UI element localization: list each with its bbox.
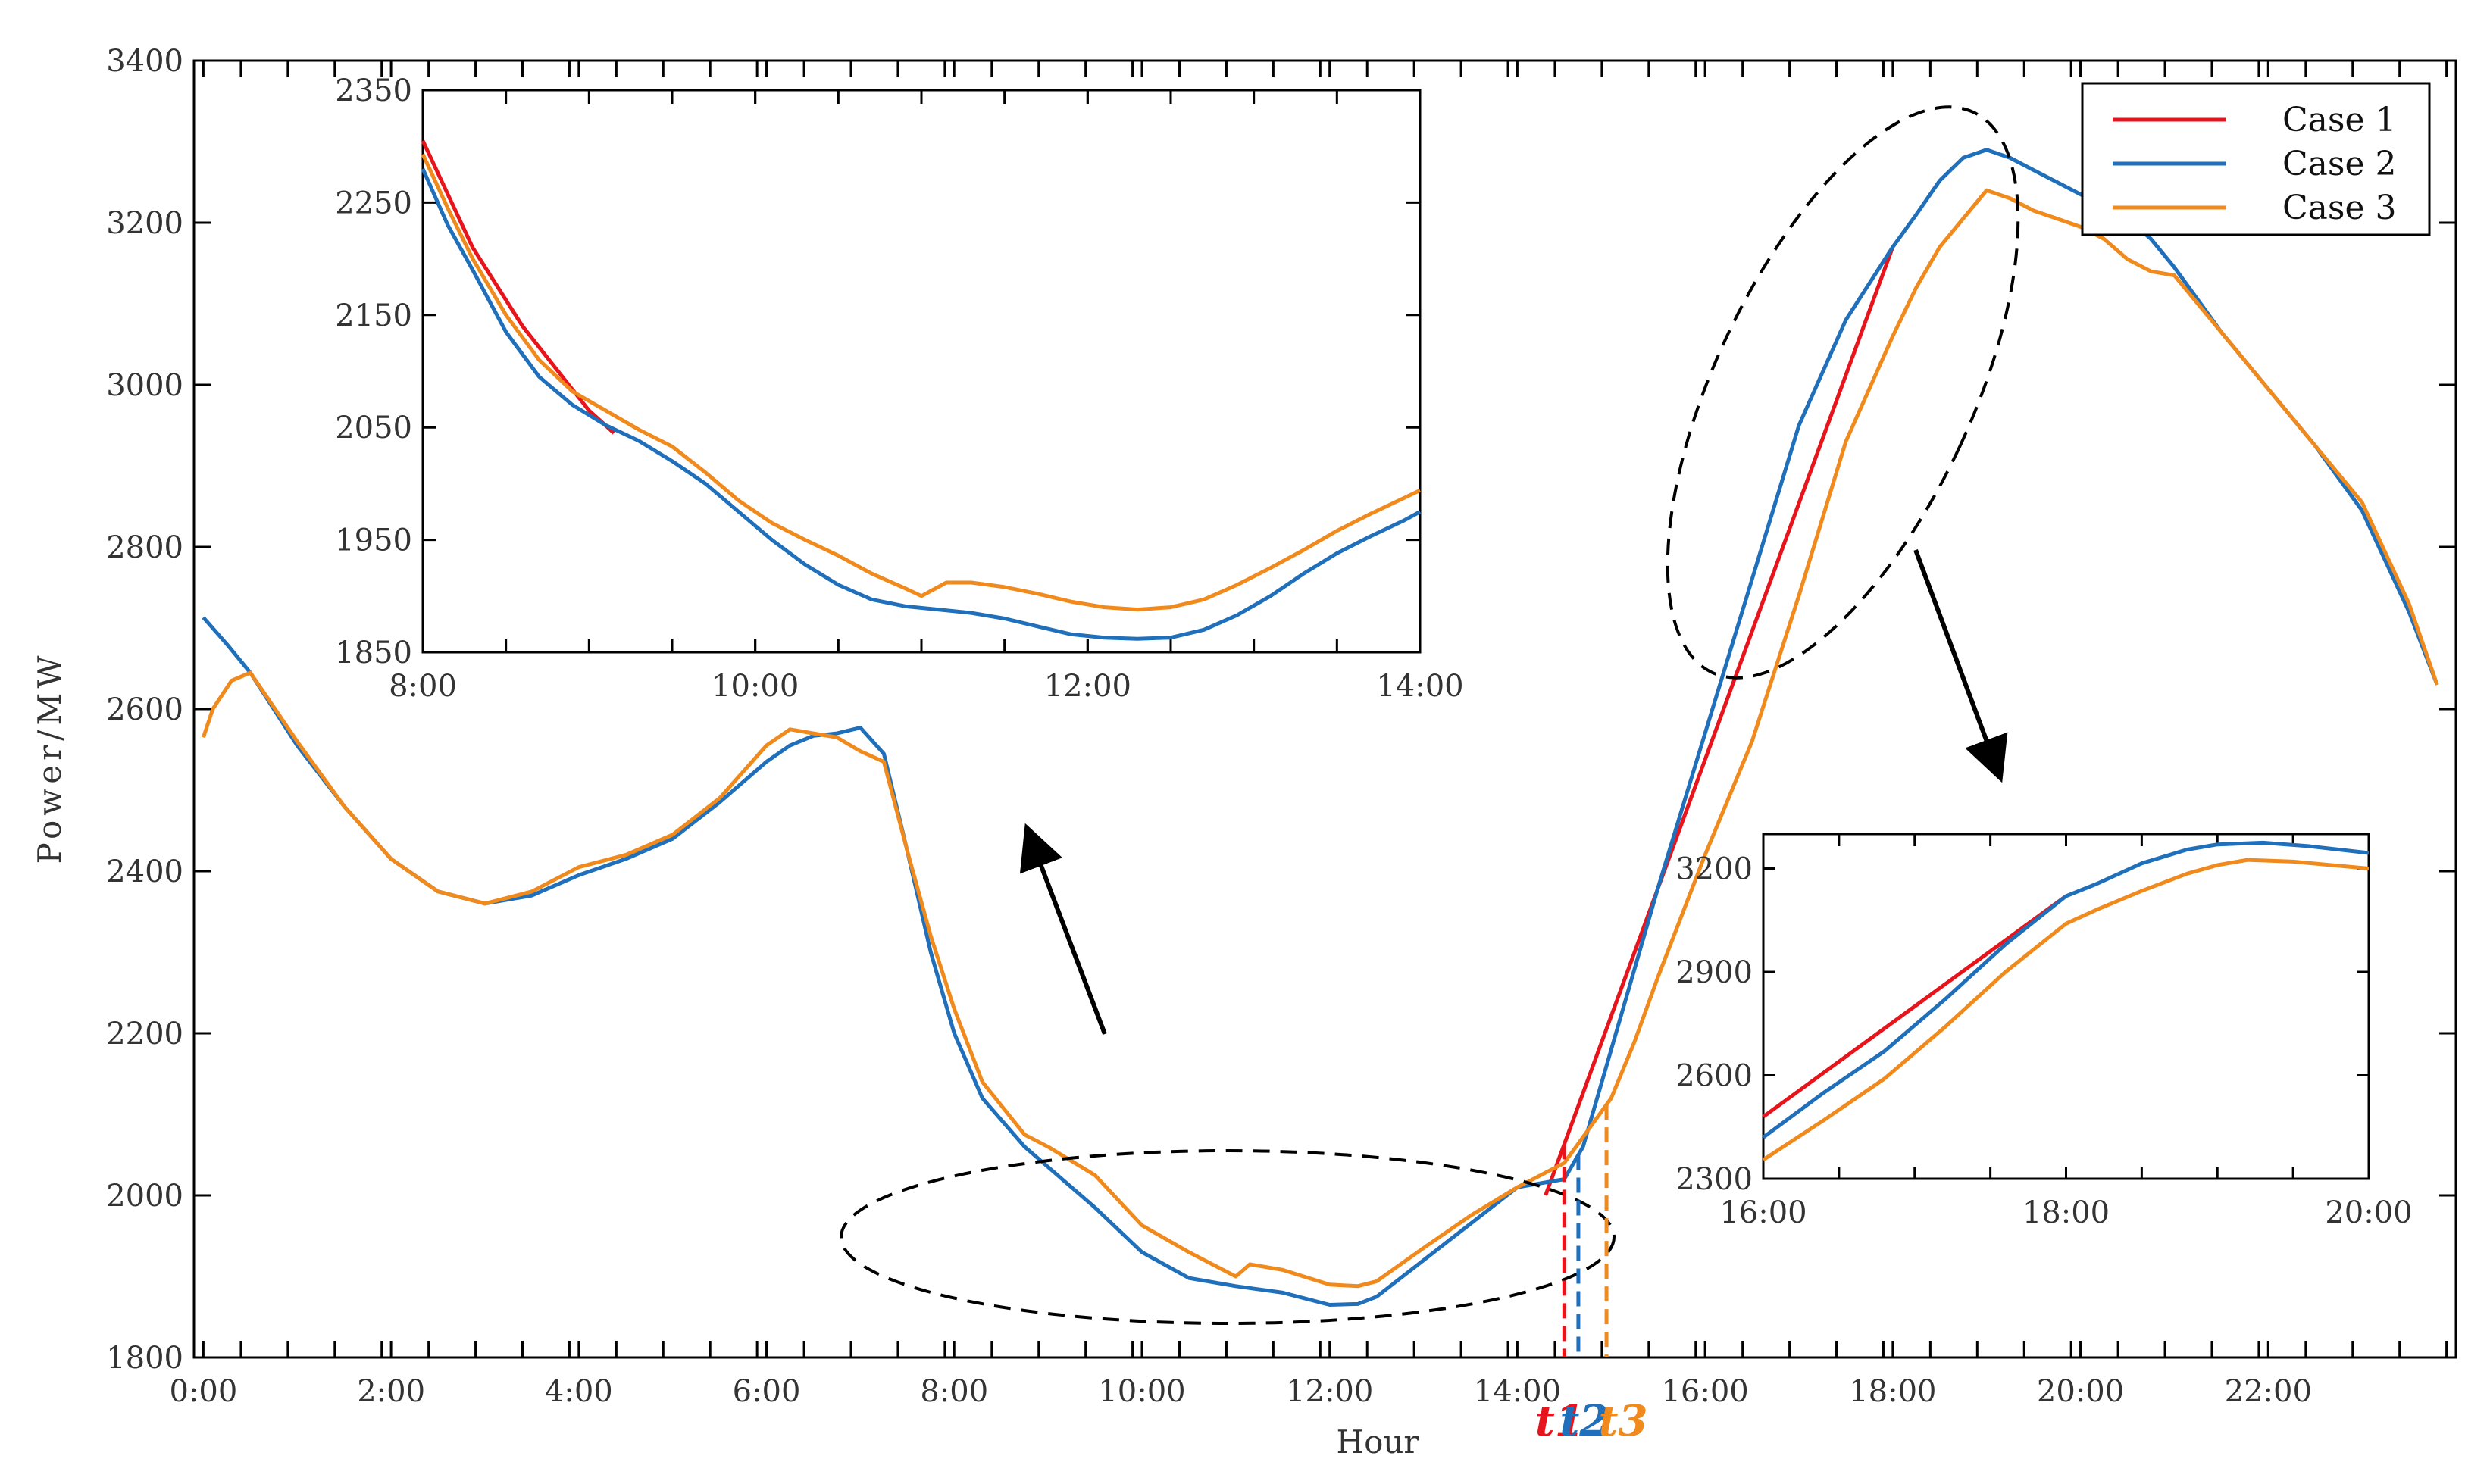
x-tick-label: 20:00 (2325, 1195, 2412, 1230)
x-tick-label: 8:00 (389, 669, 457, 704)
y-tick-label: 2900 (1675, 955, 1753, 990)
x-tick-label: 6:00 (733, 1374, 801, 1409)
x-tick-label: 16:00 (1661, 1374, 1748, 1409)
y-tick-label: 3000 (106, 368, 183, 403)
main-axis-ticks: 0:00 2:00 4:00 6:00 8:00 10:00 12:00 14:00 16:00… (106, 44, 2456, 1409)
marker-label-t1: t1 (1535, 1396, 1584, 1446)
y-tick-label: 2000 (106, 1179, 183, 1214)
y-tick-label: 3400 (106, 44, 183, 79)
x-tick-label: 2:00 (357, 1374, 425, 1409)
x-tick-label: 8:00 (920, 1374, 988, 1409)
y-tick-label: 2800 (106, 530, 183, 565)
x-tick-label: 20:00 (2037, 1374, 2124, 1409)
x-tick-label: 22:00 (2225, 1374, 2312, 1409)
highlight-ellipse-midday (840, 1149, 1616, 1325)
legend-label: Case 2 (2282, 145, 2397, 183)
y-tick-label: 2200 (106, 1017, 183, 1051)
y-tick-label: 2350 (335, 73, 412, 108)
x-tick-label: 16:00 (1719, 1195, 1807, 1230)
x-tick-label: 18:00 (2022, 1195, 2110, 1230)
y-tick-label: 2250 (335, 186, 412, 220)
x-tick-label: 10:00 (1098, 1374, 1185, 1409)
y-tick-label: 2050 (335, 411, 412, 445)
y-axis-label: Power/MW (31, 651, 68, 864)
arrow-to-left-inset (1019, 823, 1107, 1036)
x-tick-label: 12:00 (1286, 1374, 1373, 1409)
y-tick-label: 2300 (1675, 1162, 1753, 1197)
series-line-case-3 (421, 153, 1422, 612)
inset-left-background (423, 90, 1420, 652)
x-tick-label: 12:00 (1044, 669, 1131, 704)
y-tick-label: 3200 (1675, 852, 1753, 887)
y-tick-label: 1800 (106, 1341, 183, 1376)
inset-left-series-lines (421, 139, 1422, 641)
y-tick-label: 2400 (106, 854, 183, 889)
y-tick-label: 3200 (106, 206, 183, 241)
marker-label-t3: t3 (1599, 1396, 1648, 1446)
x-tick-label: 10:00 (712, 669, 799, 704)
arrow-to-right-inset (1913, 548, 2008, 783)
series-line-case-1 (1544, 246, 1895, 1196)
x-tick-label: 14:00 (1376, 669, 1463, 704)
x-tick-label: 0:00 (169, 1374, 237, 1409)
series-line-case-2 (1762, 840, 2370, 1139)
series-line-case-2 (421, 167, 1422, 641)
series-line-case-3 (202, 188, 2439, 1289)
y-tick-label: 1950 (335, 523, 412, 558)
legend-label: Case 3 (2282, 189, 2397, 227)
inset-right-axis-ticks: 16:00 18:00 20:00 2300 2600 2900 3200 (1675, 834, 2413, 1230)
series-line-case-1 (1762, 894, 2067, 1119)
legend-box (2081, 82, 2431, 236)
inset-right-series-lines (1762, 840, 2370, 1162)
marker-label-t2: t2 (1559, 1396, 1609, 1446)
inset-left-axis-ticks: 8:00 10:00 12:00 14:00 1850 1950 2050 2150 2250 2… (335, 73, 1463, 704)
x-tick-label: 18:00 (1849, 1374, 1936, 1409)
y-tick-label: 2600 (106, 692, 183, 727)
y-tick-label: 2600 (1675, 1059, 1753, 1094)
y-tick-label: 2150 (335, 298, 412, 333)
highlight-ellipse-evening (1666, 105, 2020, 680)
x-tick-label: 14:00 (1474, 1374, 1561, 1409)
y-tick-label: 1850 (335, 636, 412, 670)
series-line-case-3 (1762, 858, 2370, 1162)
x-axis-label: Hour (1336, 1423, 1419, 1461)
legend-label: Case 1 (2282, 101, 2397, 139)
inset-right-background (1763, 834, 2369, 1179)
x-tick-label: 4:00 (545, 1374, 613, 1409)
legend: Case 1 Case 2 Case 3 (2081, 82, 2431, 236)
